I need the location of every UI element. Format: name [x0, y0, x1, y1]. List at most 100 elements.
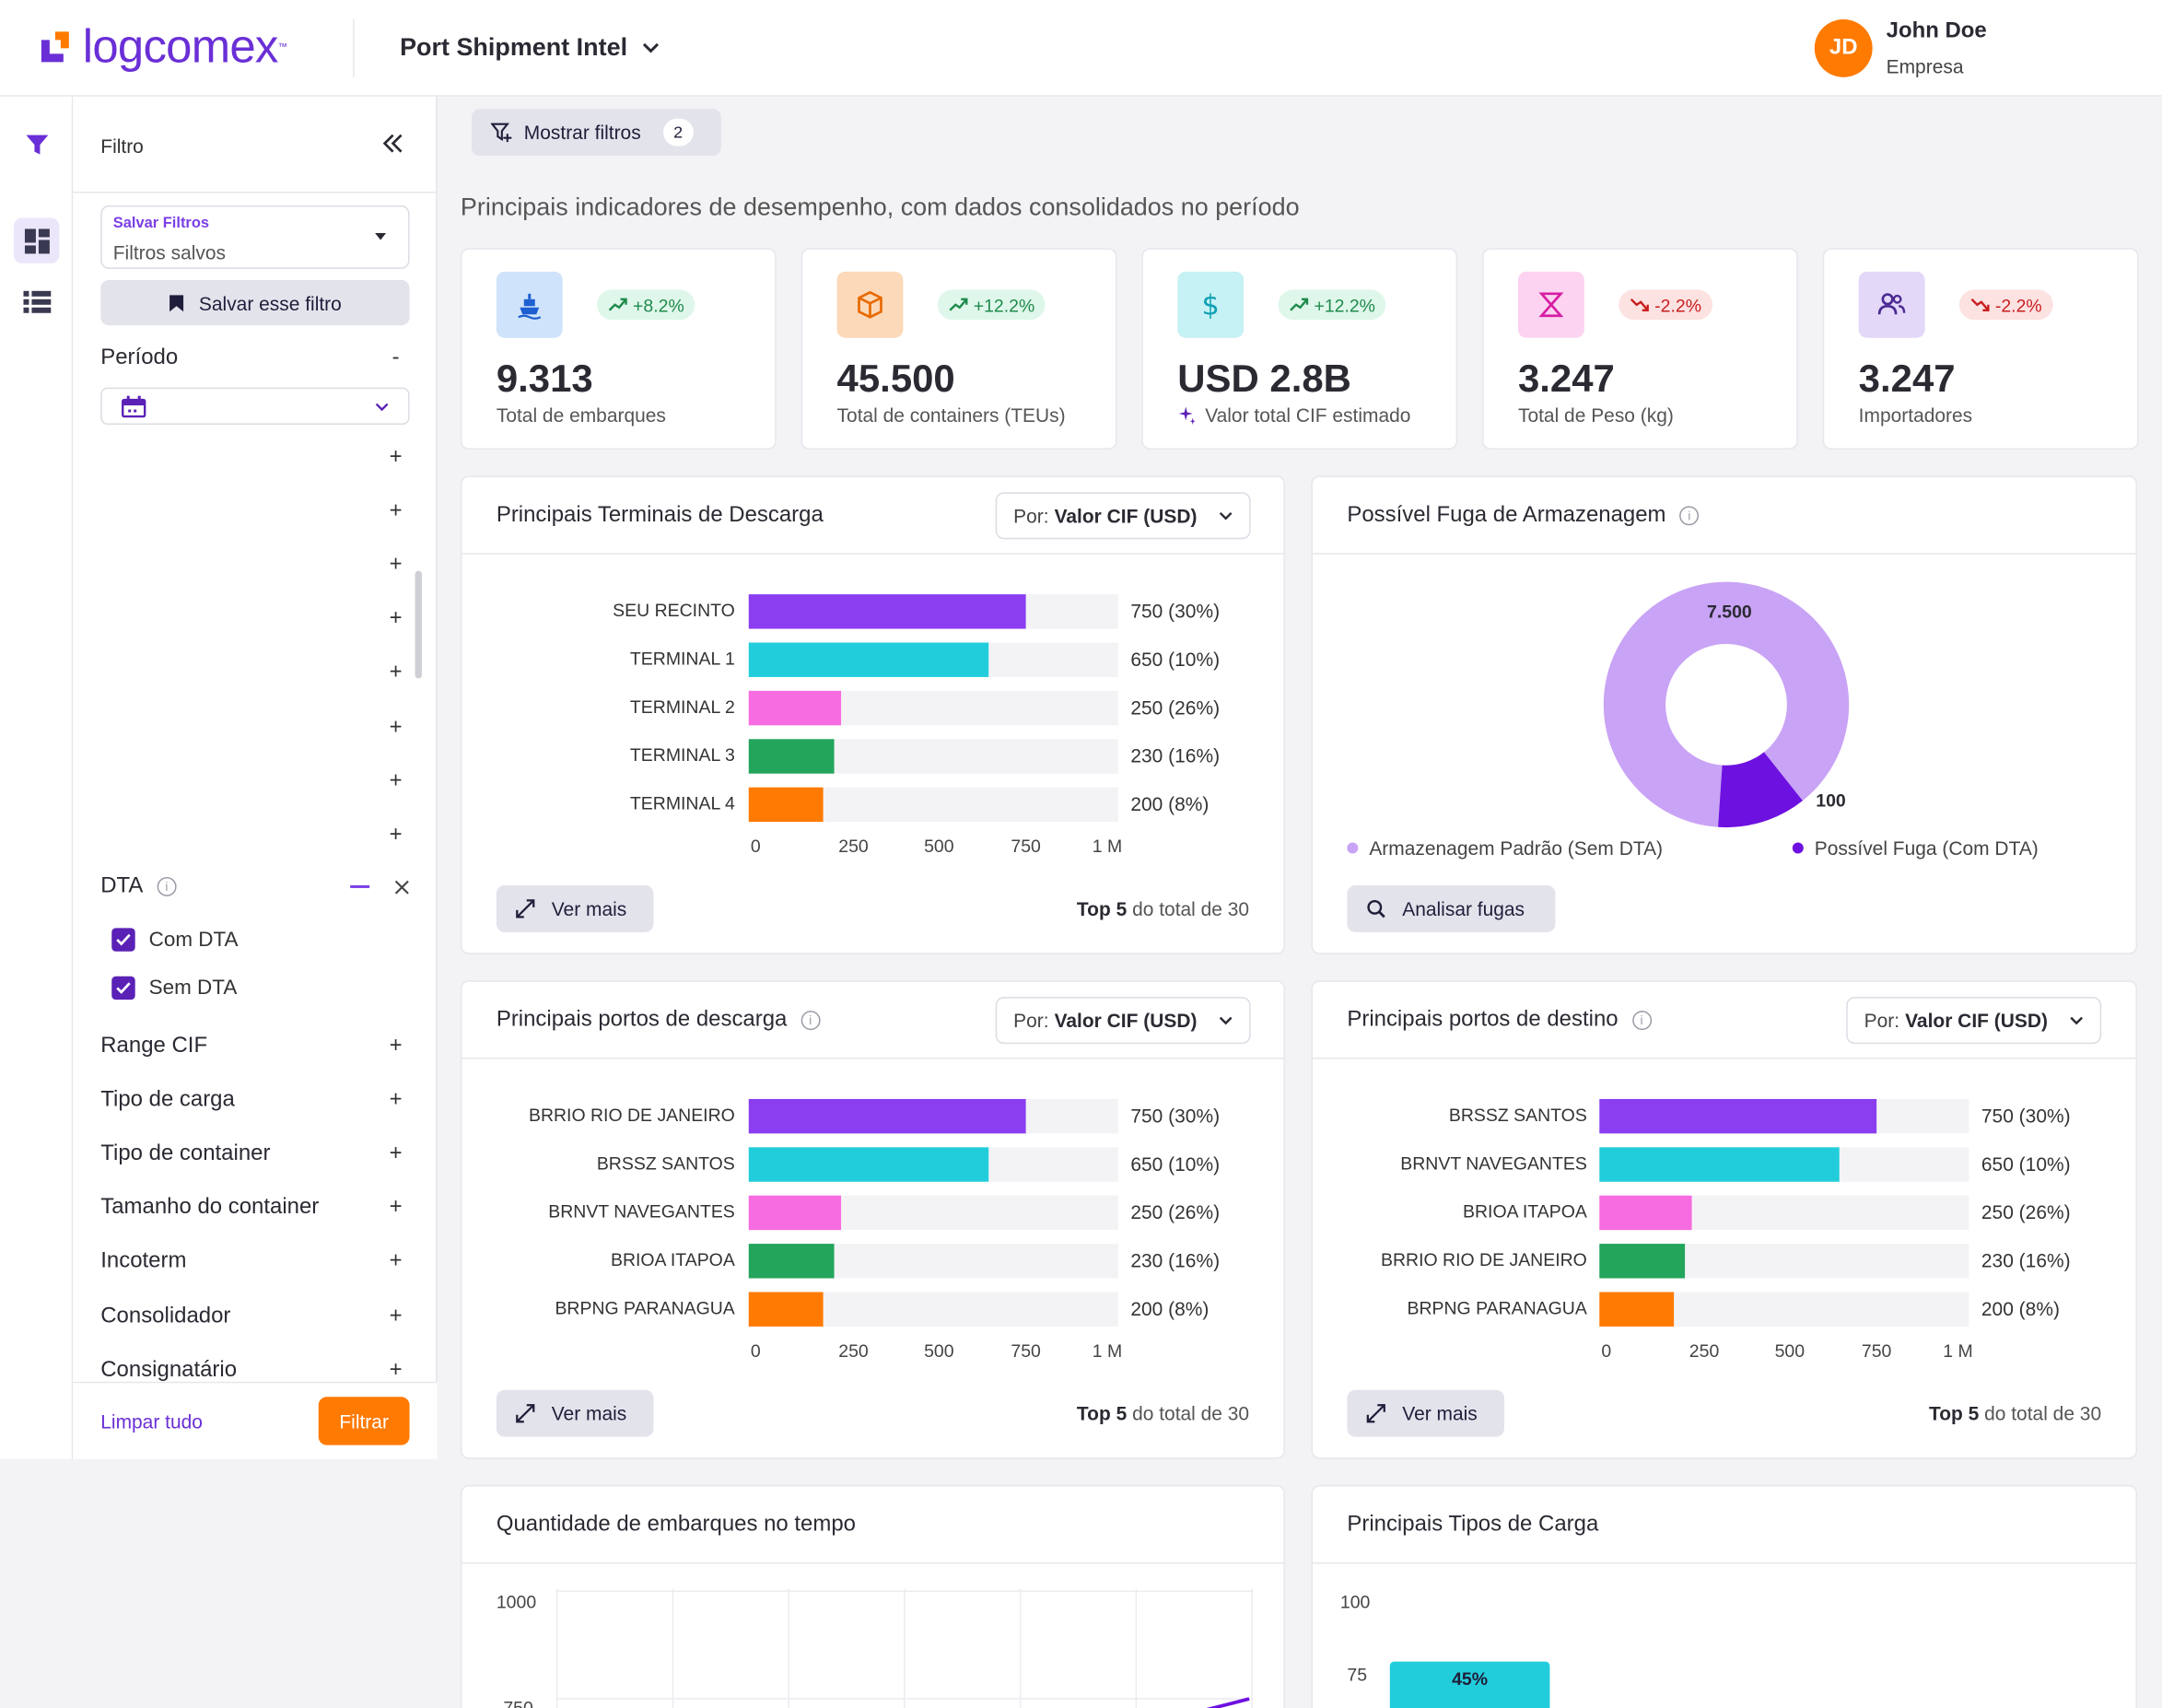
card-title: Principais Terminais de Descarga: [497, 503, 824, 528]
bar[interactable]: [748, 1244, 835, 1279]
filter-item-3[interactable]: +: [100, 603, 403, 637]
cargo-type-bar[interactable]: 45%: [1389, 1661, 1550, 1708]
filter-item-6[interactable]: +: [100, 765, 403, 798]
show-filters-button[interactable]: Mostrar filtros 2: [471, 109, 721, 157]
bar[interactable]: [748, 1195, 842, 1231]
filter-item-11[interactable]: Tipo de carga +: [100, 1084, 403, 1117]
donut-label-fuga: 100: [1816, 790, 1846, 812]
bar[interactable]: [748, 787, 823, 823]
clear-all-link[interactable]: Limpar tudo: [100, 1410, 203, 1433]
minus-icon[interactable]: [350, 884, 370, 888]
caret-down-icon: [375, 232, 387, 240]
user-name: John Doe: [1886, 18, 1987, 43]
box-icon: [858, 290, 882, 319]
card-title-text: Quantidade de embarques no tempo: [496, 1512, 856, 1537]
filter-item-4[interactable]: +: [100, 657, 403, 690]
ver-mais-button[interactable]: Ver mais: [496, 884, 654, 932]
dta-sem-checkbox[interactable]: Sem DTA: [111, 976, 237, 1000]
ver-mais-button[interactable]: Ver mais: [496, 1389, 654, 1437]
filter-item-5[interactable]: +: [100, 711, 403, 744]
plus-icon: +: [389, 607, 403, 631]
trend-value: -2.2%: [1994, 294, 2042, 316]
bar[interactable]: [748, 594, 1026, 629]
saved-filters-select[interactable]: Salvar Filtros Filtros salvos: [100, 205, 410, 269]
x-tick-label: 500: [1774, 1339, 1806, 1362]
bar[interactable]: [748, 642, 989, 677]
bar[interactable]: [1599, 1147, 1841, 1182]
filter-item-16[interactable]: Consignatário +: [100, 1353, 403, 1386]
filter-item-7[interactable]: +: [100, 819, 403, 852]
trend-value: +8.2%: [633, 294, 684, 316]
plus-icon: +: [389, 1249, 403, 1274]
card-title-text: Possível Fuga de Armazenagem: [1347, 503, 1666, 527]
trend-up-icon: [1290, 298, 1309, 311]
bar-track: [1599, 1098, 1969, 1134]
filter-item-10[interactable]: Range CIF +: [100, 1030, 403, 1063]
info-icon[interactable]: i: [1679, 506, 1700, 526]
bar-category-label: BRIOA ITAPOA: [610, 1249, 735, 1270]
filter-item-13[interactable]: Tamanho do container +: [100, 1192, 403, 1225]
bar[interactable]: [1599, 1195, 1692, 1231]
bar-track: [1599, 1244, 1969, 1279]
donut-slice-fuga[interactable]: [1718, 752, 1803, 828]
bar[interactable]: [1599, 1244, 1685, 1279]
kpi-label-text: Total de containers (TEUs): [836, 404, 1066, 427]
filter-item-1[interactable]: +: [100, 495, 403, 528]
chevron-down-icon: [642, 42, 660, 53]
plus-icon: +: [389, 1088, 403, 1112]
rail-dashboard-button[interactable]: [13, 217, 60, 263]
apply-filter-button[interactable]: Filtrar: [318, 1397, 410, 1445]
x-tick-label: 1 M: [1943, 1339, 1973, 1362]
dta-com-checkbox[interactable]: Com DTA: [111, 928, 239, 952]
kpi-label: Total de containers (TEUs): [837, 404, 1066, 427]
y-tick-label: 1000: [496, 1591, 537, 1612]
donut-slice-armazenagem[interactable]: [1603, 581, 1850, 827]
analisar-fugas-button[interactable]: Analisar fugas: [1347, 884, 1556, 932]
filter-item-2[interactable]: +: [100, 549, 403, 582]
filter-item-14[interactable]: Incoterm +: [100, 1246, 403, 1279]
legend-item-fuga: Possível Fuga (Com DTA): [1792, 837, 2039, 860]
filter-periodo[interactable]: Período -: [100, 342, 403, 375]
page-subtitle: Principais indicadores de desempenho, co…: [460, 193, 1300, 221]
date-range-input[interactable]: [100, 387, 410, 426]
list-icon: [22, 290, 51, 313]
bar-track: [748, 642, 1118, 677]
filter-add-icon: [490, 123, 512, 143]
filter-panel-divider: [73, 192, 438, 193]
rail-filter-button[interactable]: [14, 122, 59, 167]
close-icon[interactable]: [394, 879, 409, 894]
info-icon[interactable]: i: [1631, 1011, 1652, 1031]
bar[interactable]: [748, 690, 842, 726]
rail-list-button[interactable]: [14, 278, 59, 323]
metric-select[interactable]: Por: Valor CIF (USD): [995, 492, 1251, 540]
avatar[interactable]: JD: [1814, 18, 1873, 77]
bar-category-label: BRNVT NAVEGANTES: [1400, 1152, 1587, 1174]
bar[interactable]: [748, 1147, 989, 1182]
plus-icon: +: [389, 553, 403, 577]
filter-item-12[interactable]: Tipo de container +: [100, 1138, 403, 1171]
filter-scrollbar[interactable]: [415, 570, 423, 679]
info-icon[interactable]: i: [801, 1011, 821, 1031]
save-filter-button[interactable]: Salvar esse filtro: [100, 279, 410, 326]
legend-dot: [1347, 842, 1359, 854]
metric-select[interactable]: Por: Valor CIF (USD): [1846, 997, 2102, 1045]
bar-value-label: 750 (30%): [1981, 1104, 2071, 1127]
bar[interactable]: [1599, 1098, 1877, 1134]
logo[interactable]: logcomex ™: [36, 22, 287, 72]
bar[interactable]: [1599, 1292, 1674, 1327]
filter-dta[interactable]: DTA i: [100, 870, 409, 903]
filter-label: Período: [100, 345, 179, 370]
bar[interactable]: [748, 1292, 823, 1327]
plus-icon: +: [389, 1034, 403, 1059]
filter-item-15[interactable]: Consolidador +: [100, 1300, 403, 1333]
kpi-icon-box: [1858, 271, 1925, 338]
ver-mais-button[interactable]: Ver mais: [1347, 1389, 1505, 1437]
filter-item-0[interactable]: +: [100, 441, 403, 474]
product-switcher[interactable]: Port Shipment Intel: [400, 33, 660, 62]
plus-icon: +: [389, 1141, 403, 1166]
bar[interactable]: [748, 739, 835, 774]
bar[interactable]: [748, 1098, 1026, 1134]
legend-item-armazenagem: Armazenagem Padrão (Sem DTA): [1347, 837, 1663, 860]
collapse-panel-button[interactable]: [380, 130, 410, 160]
metric-select[interactable]: Por: Valor CIF (USD): [995, 997, 1251, 1045]
